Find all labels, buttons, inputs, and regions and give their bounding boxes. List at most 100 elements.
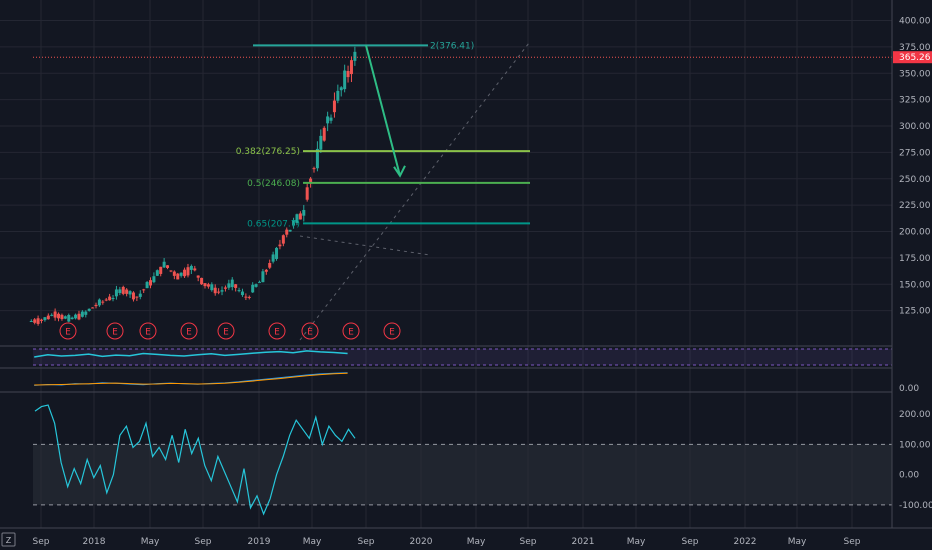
candle-body bbox=[40, 319, 43, 321]
candle-body bbox=[77, 313, 81, 320]
projection-arrow-shaft bbox=[365, 45, 401, 177]
cci-axis-tick: 200.00 bbox=[899, 410, 931, 420]
candle-body bbox=[33, 319, 37, 323]
price-axis-tick: 275.00 bbox=[899, 148, 931, 158]
time-axis-label: Sep bbox=[520, 537, 537, 547]
candle-body bbox=[223, 287, 227, 289]
time-axis-label: May bbox=[303, 537, 322, 547]
candle-body bbox=[349, 60, 353, 75]
earnings-marker-label: E bbox=[389, 328, 395, 338]
rsi-band bbox=[33, 349, 892, 365]
candle-body bbox=[346, 71, 350, 78]
candle-body bbox=[206, 284, 210, 287]
candle-body bbox=[336, 90, 340, 101]
candle-body bbox=[186, 267, 190, 276]
candle-body bbox=[234, 284, 238, 288]
earnings-marker-label: E bbox=[223, 328, 229, 338]
projection-arrow-head bbox=[393, 165, 406, 178]
price-axis-tick: 225.00 bbox=[899, 201, 931, 211]
candle-body bbox=[138, 293, 142, 297]
candle-body bbox=[179, 272, 183, 276]
earnings-marker bbox=[268, 322, 286, 340]
candle-body bbox=[271, 254, 275, 262]
time-axis-label: 2020 bbox=[410, 537, 433, 547]
price-axis-tick: 400.00 bbox=[899, 17, 931, 27]
candle-body bbox=[258, 281, 261, 283]
earnings-marker bbox=[180, 322, 198, 340]
candle-body bbox=[309, 178, 313, 183]
trend-line-dashed bbox=[299, 235, 431, 256]
candle-body bbox=[312, 168, 316, 170]
candle-body bbox=[203, 283, 207, 287]
earnings-marker-label: E bbox=[186, 328, 192, 338]
candle-body bbox=[57, 313, 61, 319]
candle-body bbox=[84, 311, 88, 315]
candle-body bbox=[251, 284, 255, 293]
earnings-marker-label: E bbox=[112, 328, 118, 338]
candle-body bbox=[166, 265, 170, 268]
time-axis-label: Sep bbox=[682, 537, 699, 547]
candle-body bbox=[63, 316, 67, 319]
candle-body bbox=[169, 270, 173, 272]
candle-body bbox=[152, 276, 156, 283]
candle-body bbox=[193, 268, 197, 271]
candle-body bbox=[244, 296, 248, 298]
candle-body bbox=[200, 277, 204, 285]
candle-body bbox=[135, 296, 139, 298]
candle-body bbox=[298, 213, 302, 220]
earnings-marker bbox=[59, 322, 77, 340]
candle-body bbox=[196, 275, 200, 278]
candle-body bbox=[50, 314, 54, 316]
last-price-badge bbox=[893, 51, 932, 64]
earnings-marker-label: E bbox=[65, 328, 71, 338]
candle-body bbox=[220, 290, 224, 292]
price-axis-tick: 175.00 bbox=[899, 254, 931, 264]
stoch-axis-tick: 0.00 bbox=[899, 384, 919, 394]
candle-body bbox=[285, 229, 289, 235]
candle-body bbox=[145, 282, 149, 289]
candle-body bbox=[172, 271, 176, 276]
cci-line bbox=[34, 404, 356, 516]
candle-body bbox=[111, 297, 115, 299]
time-axis-label: 2019 bbox=[248, 537, 271, 547]
candle-body bbox=[189, 265, 193, 270]
candle-body bbox=[108, 296, 112, 301]
candles bbox=[29, 46, 357, 326]
candle-body bbox=[302, 209, 306, 216]
candle-body bbox=[162, 261, 166, 268]
earnings-marker bbox=[217, 322, 235, 340]
candle-body bbox=[43, 317, 47, 321]
candle-body bbox=[264, 269, 268, 272]
price-axis-tick: 325.00 bbox=[899, 96, 931, 106]
tradingview-logo-icon-glyph: Z bbox=[6, 536, 12, 545]
candle-body bbox=[261, 271, 265, 283]
candle-body bbox=[159, 266, 163, 274]
candle-body bbox=[332, 100, 336, 113]
price-axis-tick: 250.00 bbox=[899, 175, 931, 185]
price-axis-tick: 375.00 bbox=[899, 43, 931, 53]
candle-body bbox=[183, 269, 187, 277]
candle-body bbox=[114, 289, 118, 297]
earnings-marker-label: E bbox=[274, 328, 280, 338]
candle-body bbox=[278, 244, 282, 247]
candle-body bbox=[247, 296, 251, 298]
earnings-marker bbox=[301, 322, 319, 340]
candle-body bbox=[292, 220, 296, 226]
candle-body bbox=[53, 311, 57, 318]
earnings-marker bbox=[342, 322, 360, 340]
candle-body bbox=[142, 289, 146, 291]
candle-body bbox=[217, 291, 221, 293]
candle-body bbox=[319, 135, 323, 150]
candle-body bbox=[87, 308, 91, 311]
candle-body bbox=[94, 304, 98, 307]
candle-body bbox=[149, 280, 152, 286]
candle-body bbox=[288, 229, 292, 232]
time-axis-label: 2022 bbox=[734, 537, 757, 547]
earnings-marker bbox=[106, 322, 124, 340]
candle-body bbox=[128, 291, 132, 295]
candle-body bbox=[315, 148, 319, 169]
time-axis-label: May bbox=[788, 537, 807, 547]
earnings-marker bbox=[139, 322, 157, 340]
